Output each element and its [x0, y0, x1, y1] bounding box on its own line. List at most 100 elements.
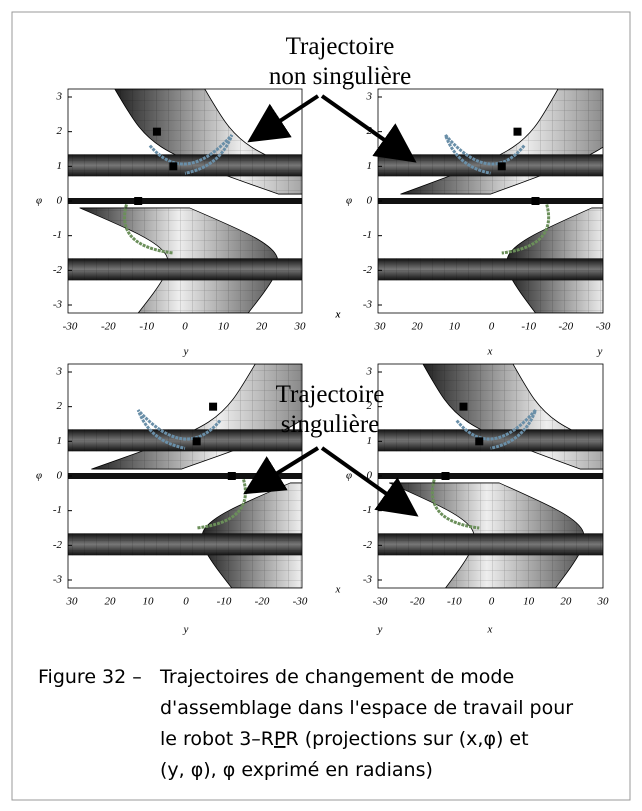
y-tick-label: 2	[57, 400, 63, 412]
y-tick-label: -3	[363, 574, 373, 586]
arrows	[243, 94, 419, 517]
caption-line: le robot 3–RPR (projections sur (x,φ) et	[160, 728, 529, 750]
marker	[513, 127, 522, 136]
x-tick-label: 0	[489, 596, 495, 608]
x-tick-label: 0	[183, 596, 189, 608]
surface-band	[378, 198, 603, 204]
trajectory	[444, 134, 526, 175]
y-tick-label: -2	[363, 539, 373, 551]
y-tick-label: 3	[366, 91, 373, 103]
y-tick-label: -1	[53, 504, 62, 516]
caption-line: (y, φ), φ exprimé en radians)	[160, 759, 433, 781]
surface-mesh	[400, 89, 603, 195]
y-tick-label: -3	[363, 299, 373, 311]
y-tick-label: -3	[53, 574, 63, 586]
axis-label: x	[487, 624, 493, 636]
caption-line: Trajectoires de changement de mode	[159, 666, 514, 688]
surface-mesh	[378, 429, 603, 452]
surface-plot	[68, 89, 302, 313]
x-tick-label: -10	[217, 596, 232, 608]
x-tick-label: -20	[558, 321, 573, 333]
x-tick-label: -30	[293, 596, 308, 608]
marker	[169, 162, 178, 171]
trajectory	[455, 409, 537, 450]
surface-plot	[378, 364, 603, 588]
trajectory	[123, 204, 174, 255]
x-tick-label: 30	[66, 596, 79, 608]
marker	[459, 402, 468, 411]
x-tick-label: -10	[521, 321, 536, 333]
annotation: singulière	[281, 411, 380, 438]
axis-label: x	[335, 584, 341, 596]
y-axis-label: φ	[36, 195, 42, 207]
surface-plot	[68, 364, 302, 588]
annotation: Trajectoire	[286, 33, 395, 60]
y-tick-label: 0	[57, 470, 63, 482]
caption-text: P	[274, 728, 285, 750]
x-tick-label: -30	[63, 321, 78, 333]
y-tick-label: 2	[367, 125, 373, 137]
surface-mesh	[378, 258, 603, 281]
surface-band	[68, 198, 302, 204]
caption-text: le robot 3–R	[160, 728, 274, 750]
y-tick-label: 1	[57, 435, 63, 447]
caption-line: d'assemblage dans l'espace de travail po…	[160, 697, 573, 719]
surface-mesh	[378, 533, 603, 556]
x-tick-label: 20	[412, 321, 424, 333]
surface-plot	[378, 89, 603, 313]
surface-band	[378, 473, 603, 479]
axis-label: y	[183, 346, 189, 358]
x-tick-label: -30	[596, 321, 611, 333]
marker	[192, 437, 201, 446]
y-tick-label: 0	[367, 195, 373, 207]
y-tick-label: 2	[367, 400, 373, 412]
y-tick-label: 3	[56, 366, 63, 378]
x-tick-label: 10	[218, 321, 230, 333]
y-tick-label: -2	[53, 264, 63, 276]
marker	[134, 197, 143, 205]
axis-label: y	[377, 624, 383, 636]
y-axis-label: φ	[346, 195, 352, 207]
axis-label: x	[487, 346, 493, 358]
y-tick-label: 1	[367, 435, 373, 447]
annotation: non singulière	[269, 63, 411, 90]
x-tick-label: 10	[449, 321, 461, 333]
axis-label: x	[335, 309, 341, 321]
marker	[497, 162, 506, 171]
y-tick-label: 0	[367, 470, 373, 482]
x-tick-label: -20	[410, 596, 425, 608]
trajectory	[148, 134, 234, 175]
x-tick-label: 0	[489, 321, 495, 333]
x-tick-label: 20	[560, 596, 572, 608]
surface-mesh	[68, 258, 302, 281]
frame	[11, 11, 631, 801]
axis-label: y	[183, 624, 189, 636]
y-axis-label: φ	[36, 470, 42, 482]
y-tick-label: 3	[56, 91, 63, 103]
x-tick-label: 10	[143, 596, 155, 608]
marker	[152, 127, 161, 136]
x-tick-label: -10	[447, 596, 462, 608]
y-tick-label: -1	[53, 229, 62, 241]
axis-label: x	[335, 309, 341, 321]
y-tick-label: -2	[53, 539, 63, 551]
surface-mesh	[68, 533, 302, 556]
annotation: Trajectoire	[276, 381, 385, 408]
y-axis-label: φ	[346, 470, 352, 482]
x-tick-label: -20	[101, 321, 116, 333]
surface-mesh	[378, 154, 603, 177]
x-tick-label: 20	[105, 596, 117, 608]
y-tick-label: -1	[363, 229, 372, 241]
marker	[475, 437, 484, 446]
y-tick-label: 3	[366, 366, 373, 378]
x-tick-label: 10	[523, 596, 535, 608]
x-tick-label: -20	[255, 596, 270, 608]
x-tick-label: 20	[256, 321, 268, 333]
trajectory	[430, 479, 480, 530]
y-tick-label: 0	[57, 195, 63, 207]
caption-label: Figure 32 –	[38, 666, 142, 688]
trajectory	[136, 409, 222, 450]
marker	[227, 472, 236, 480]
marker	[441, 472, 450, 480]
